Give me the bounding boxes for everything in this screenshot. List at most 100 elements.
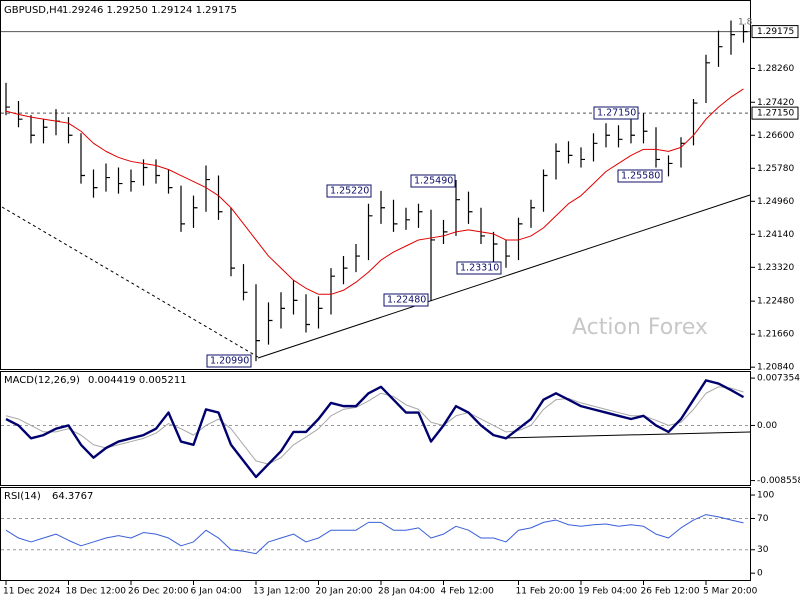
ohlc-bar (30, 115, 35, 144)
ohlc-bar (255, 284, 260, 362)
ohlc-bar (355, 243, 360, 273)
moving-average (5, 88, 744, 295)
ohlc-bar (305, 294, 310, 333)
ohlc-bar (567, 141, 573, 164)
ohlc-bar (717, 30, 723, 67)
ohlc-bar (192, 195, 198, 228)
x-tick-label: 26 Dec 20:00 (128, 587, 189, 597)
ohlc-bar (80, 133, 85, 184)
chart-title: GBPUSD,H4 (4, 5, 63, 16)
ohlc-bar (180, 185, 185, 232)
trend-line (257, 194, 751, 359)
ohlc-bar (242, 264, 248, 301)
x-tick-label: 11 Dec 2024 (3, 587, 61, 597)
ohlc-bar (642, 113, 648, 144)
x-tick-label: 13 Jan 12:00 (253, 587, 310, 597)
rsi-panel (0, 487, 751, 581)
annotation-label: 1.22480 (387, 295, 426, 306)
ohlc-bar (417, 203, 423, 228)
ohlc-bar (530, 199, 535, 228)
ohlc-bar (367, 203, 373, 261)
ohlc-bar (230, 207, 235, 277)
ohlc-bar (280, 292, 285, 329)
rsi-subtitle: 64.3767 (52, 491, 93, 502)
price-annotation: 1.27150 (593, 106, 639, 120)
y-tick-label: 1.23320 (757, 263, 794, 273)
ohlc-bar (380, 190, 385, 224)
ohlc-bar (705, 54, 710, 104)
x-tick-label: 18 Dec 12:00 (66, 587, 127, 597)
indicator-line (5, 379, 745, 479)
macd-title: MACD(12,26,9) (4, 375, 80, 386)
annotation-box (456, 261, 502, 275)
annotation-box (383, 293, 429, 307)
ohlc-bar (617, 125, 623, 148)
ohlc-bar (317, 296, 323, 329)
ohlc-bar (342, 256, 348, 285)
ohlc-bar (5, 82, 10, 116)
ohlc-bar (517, 217, 523, 261)
price-annotation: 1.22480 (383, 293, 429, 307)
annotation-label: 1.20990 (210, 356, 249, 367)
fib-note: 1.8 (738, 18, 753, 28)
ohlc-bar (742, 24, 748, 43)
ohlc-bar (555, 143, 560, 180)
ohlc-bar (692, 99, 698, 146)
ohlc-bar (492, 231, 498, 265)
level-box (751, 25, 799, 39)
ohlc-bar (467, 191, 473, 224)
price-annotation: 1.25490 (410, 174, 456, 188)
annotation-label: 1.23310 (460, 263, 499, 274)
ohlc-bar (505, 239, 510, 268)
y-tick-label: 0.007354 (757, 374, 800, 384)
indicator-line (5, 386, 744, 465)
ohlc-bar (292, 280, 298, 315)
y-tick-label: 1.24960 (757, 197, 794, 207)
ohlc-bar (680, 137, 685, 168)
price-panel (0, 0, 751, 370)
ohlc-bar (405, 207, 410, 230)
ohlc-bar (455, 179, 460, 236)
y-tick-label: 30 (757, 545, 769, 555)
indicator-line (5, 514, 744, 555)
ohlc-bar (67, 117, 73, 144)
x-tick-label: 20 Jan 20:00 (316, 587, 373, 597)
chart-subtitle: 1.29246 1.29250 1.29124 1.29175 (62, 5, 237, 16)
price-annotation: 1.25580 (617, 169, 663, 183)
macd-subtitle: 0.004419 0.005211 (88, 375, 187, 386)
y-tick-label: 1.27420 (757, 98, 794, 108)
ohlc-bar (167, 169, 173, 194)
x-tick-label: 11 Feb 20:00 (516, 587, 575, 597)
ohlc-bar (392, 199, 398, 232)
price-annotation: 1.25220 (326, 184, 372, 198)
annotation-label: 1.25580 (621, 171, 660, 182)
annotation-label: 1.27150 (597, 108, 636, 119)
ohlc-bar (655, 127, 660, 168)
ohlc-bar (592, 133, 598, 162)
ohlc-bar (92, 169, 98, 198)
ohlc-bar (667, 155, 673, 177)
ohlc-bar (217, 175, 223, 220)
ohlc-bar (330, 268, 335, 315)
macd-trend-line (504, 431, 751, 439)
ohlc-bar (630, 119, 635, 144)
y-tick-label: 1.28260 (757, 64, 794, 74)
y-tick-label: 1.26600 (757, 131, 794, 141)
ohlc-bar (130, 169, 135, 192)
x-tick-label: 26 Feb 12:00 (641, 587, 700, 597)
level-label: 1.27150 (757, 109, 794, 119)
y-tick-label: 1.24140 (757, 230, 794, 240)
x-tick-label: 19 Feb 04:00 (578, 587, 637, 597)
rsi-title: RSI(14) (4, 491, 41, 502)
y-tick-label: 0 (757, 569, 763, 579)
level-box (751, 106, 799, 120)
annotation-label: 1.25490 (414, 176, 453, 187)
x-tick-label: 28 Jan 04:00 (378, 587, 435, 597)
watermark: Action Forex (572, 315, 708, 340)
y-tick-label: 0.00 (757, 421, 777, 431)
x-tick-label: 5 Mar 20:00 (703, 587, 758, 597)
annotation-box (593, 106, 639, 120)
ohlc-bar (42, 119, 48, 144)
y-tick-label: -0.008558 (757, 476, 800, 486)
